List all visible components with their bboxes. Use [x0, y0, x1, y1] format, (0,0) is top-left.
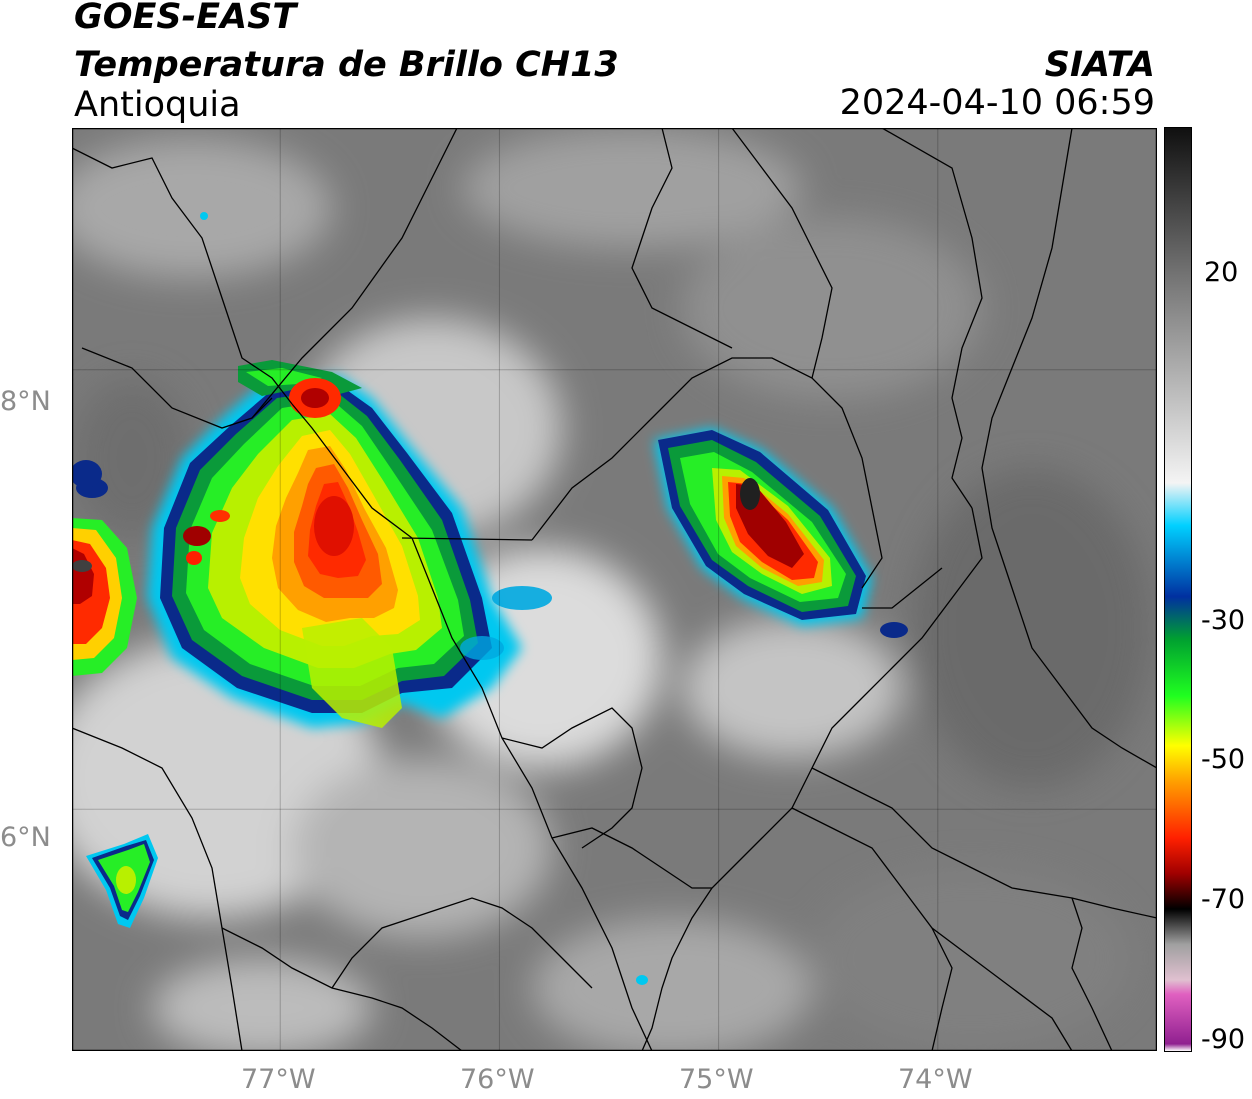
product-title: Temperatura de Brillo CH13 — [74, 45, 619, 85]
lon-tick-label: 77°W — [241, 1064, 316, 1095]
colorbar-tick-label: -30 — [1201, 605, 1246, 636]
lon-tick-label: 76°W — [460, 1064, 535, 1095]
cloud-texture — [72, 128, 1152, 1051]
colorbar-tick-label: 20 — [1204, 257, 1239, 288]
datetime-label: 2024-04-10 06:59 — [839, 83, 1155, 123]
satellite-map — [72, 128, 1157, 1051]
southwest-cell — [86, 834, 158, 928]
temperature-colorbar — [1164, 127, 1192, 1052]
region-label: Antioquia — [74, 85, 241, 125]
lon-tick-label: 75°W — [679, 1064, 754, 1095]
lat-tick-label: 8°N — [0, 386, 51, 417]
administrative-borders — [72, 128, 1157, 1051]
map-frame — [72, 128, 1157, 1051]
lon-tick-label: 74°W — [898, 1064, 973, 1095]
lat-tick-label: 6°N — [0, 822, 51, 853]
map-grid — [72, 128, 1157, 1051]
central-convective-system — [654, 428, 908, 638]
agency-label: SIATA — [1044, 45, 1155, 85]
satellite-title: GOES-EAST — [74, 0, 297, 37]
colorbar-tick-label: -50 — [1201, 744, 1246, 775]
left-edge-convective-cell — [72, 460, 137, 676]
western-convective-system — [76, 360, 552, 728]
colorbar-tick-label: -70 — [1201, 884, 1246, 915]
colorbar-tick-label: -90 — [1201, 1024, 1246, 1055]
